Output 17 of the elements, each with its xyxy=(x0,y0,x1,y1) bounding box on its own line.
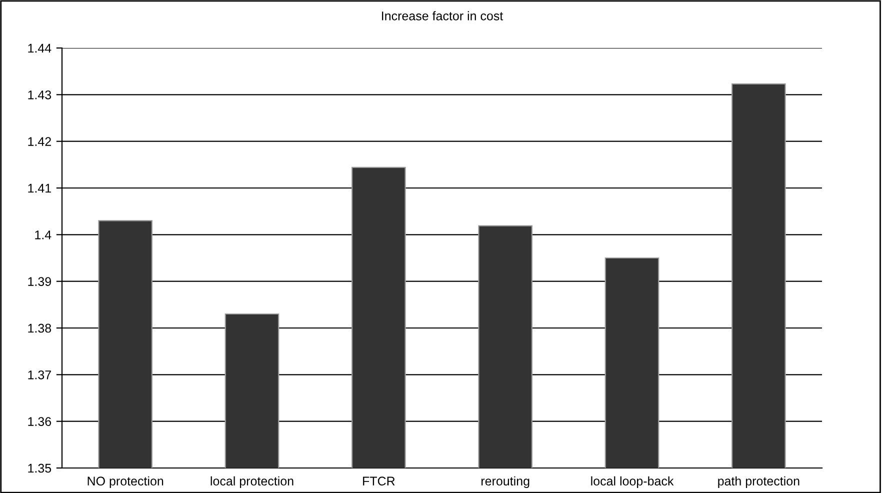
y-tick-label: 1.43 xyxy=(28,90,52,100)
x-tick-label: path protection xyxy=(718,476,800,488)
y-tick-label: 1.42 xyxy=(28,137,51,146)
y-tick-label: 1.38 xyxy=(28,324,52,333)
y-tick-label: 1.4 xyxy=(35,230,52,240)
y-tick-label: 1.35 xyxy=(28,464,52,473)
y-tick-label: 1.37 xyxy=(28,370,51,380)
x-tick-label: NO protection xyxy=(88,476,164,488)
chart-title: Increase factor in cost xyxy=(382,11,504,20)
x-tick-label: local protection xyxy=(210,476,294,488)
x-tick-label: rerouting xyxy=(482,476,530,488)
y-tick-label: 1.41 xyxy=(28,184,51,193)
y-tick-label: 1.39 xyxy=(28,277,51,286)
x-tick-label: local loop-back xyxy=(591,476,674,488)
x-tick-label: FTCR xyxy=(363,476,395,486)
y-tick-label: 1.36 xyxy=(28,417,52,426)
y-tick-label: 1.44 xyxy=(28,44,52,53)
